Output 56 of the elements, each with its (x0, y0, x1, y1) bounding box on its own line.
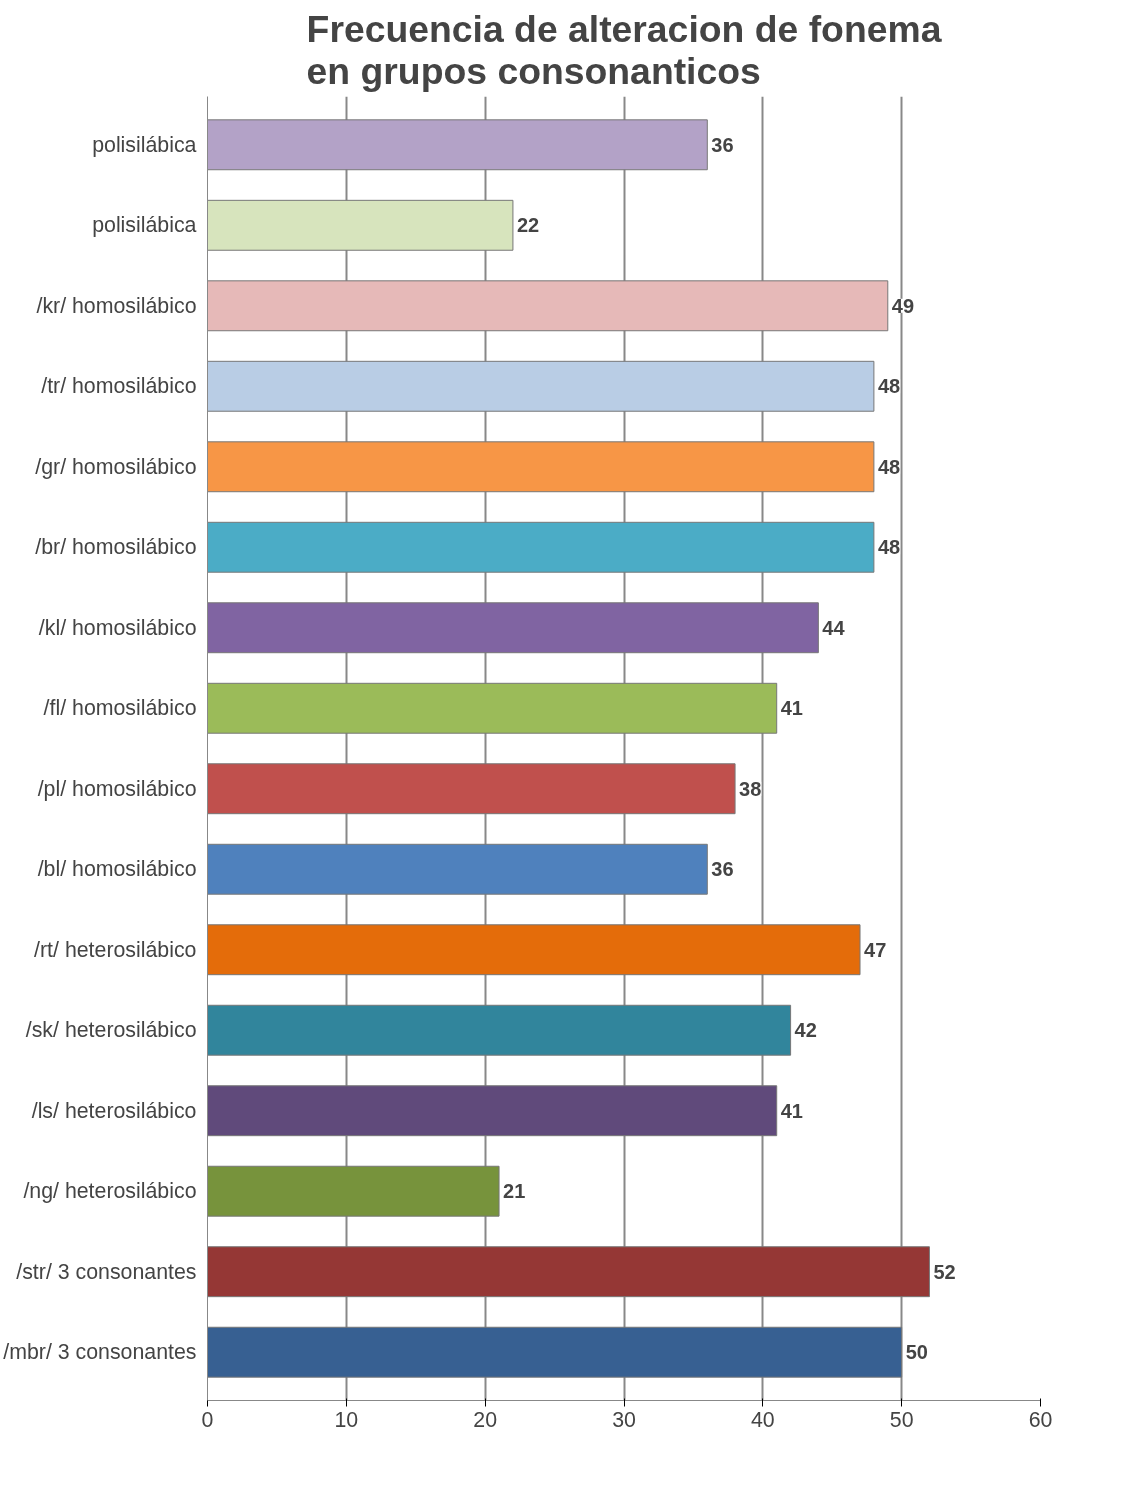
y-tick-label: /gr/ homosilábico (35, 454, 197, 479)
y-tick-label: /ls/ heterosilábico (31, 1098, 197, 1123)
bar (207, 119, 708, 171)
bar (207, 1004, 792, 1056)
data-label: 49 (891, 294, 915, 317)
bar (207, 441, 875, 493)
data-label: 38 (739, 777, 762, 800)
data-label: 44 (822, 616, 846, 639)
y-tick-label: /ng/ heterosilábico (23, 1179, 197, 1204)
data-label: 21 (503, 1180, 526, 1203)
data-label: 47 (864, 938, 887, 961)
data-label: 48 (877, 536, 901, 559)
y-tick-label: /br/ homosilábico (35, 535, 197, 560)
x-tick-label: 50 (889, 1407, 914, 1432)
y-tick-label: /str/ 3 consonantes (16, 1259, 197, 1284)
bar (207, 1246, 930, 1298)
y-tick-label: polisilábica (92, 213, 197, 238)
x-tick-label: 0 (201, 1407, 214, 1432)
y-tick-label: polisilábica (92, 132, 197, 157)
bar (207, 602, 819, 654)
y-tick-label: /kl/ homosilábico (38, 615, 197, 640)
x-tick-label: 10 (334, 1407, 359, 1432)
x-tick-label: 30 (612, 1407, 636, 1432)
x-tick-label: 20 (473, 1407, 498, 1432)
data-label: 42 (794, 1019, 817, 1042)
y-tick-label: /bl/ homosilábico (37, 857, 197, 882)
bar (207, 1085, 778, 1137)
y-tick-label: /kr/ homosilábico (36, 293, 197, 318)
data-label: 52 (933, 1260, 956, 1283)
bar (207, 763, 736, 815)
bar (207, 521, 875, 573)
bar (207, 682, 778, 734)
data-label: 36 (711, 858, 734, 881)
bar (207, 1165, 500, 1217)
bar (207, 924, 861, 976)
y-tick-label: /pl/ homosilábico (37, 776, 197, 801)
y-tick-label: /sk/ heterosilábico (25, 1018, 197, 1043)
x-tick-label: 60 (1028, 1407, 1053, 1432)
x-tick-label: 40 (750, 1407, 775, 1432)
chart-title: Frecuencia de alteracion de fonema en grupos consonanticos (306, 7, 942, 92)
data-label: 41 (780, 697, 803, 720)
data-label: 50 (905, 1341, 928, 1364)
data-label: 22 (516, 214, 540, 237)
bar (207, 843, 708, 895)
y-tick-label: /rt/ heterosilábico (34, 937, 197, 962)
y-tick-label: /tr/ homosilábico (41, 374, 197, 399)
data-label: 48 (877, 375, 901, 398)
bar (207, 280, 889, 332)
bar (207, 199, 514, 251)
data-label: 36 (711, 133, 734, 156)
data-label: 48 (877, 455, 901, 478)
bar (207, 1326, 903, 1378)
data-label: 41 (780, 1099, 803, 1122)
y-tick-label: /mbr/ 3 consonantes (3, 1340, 197, 1365)
y-tick-label: /fl/ homosilábico (43, 696, 197, 721)
bar (207, 360, 875, 412)
